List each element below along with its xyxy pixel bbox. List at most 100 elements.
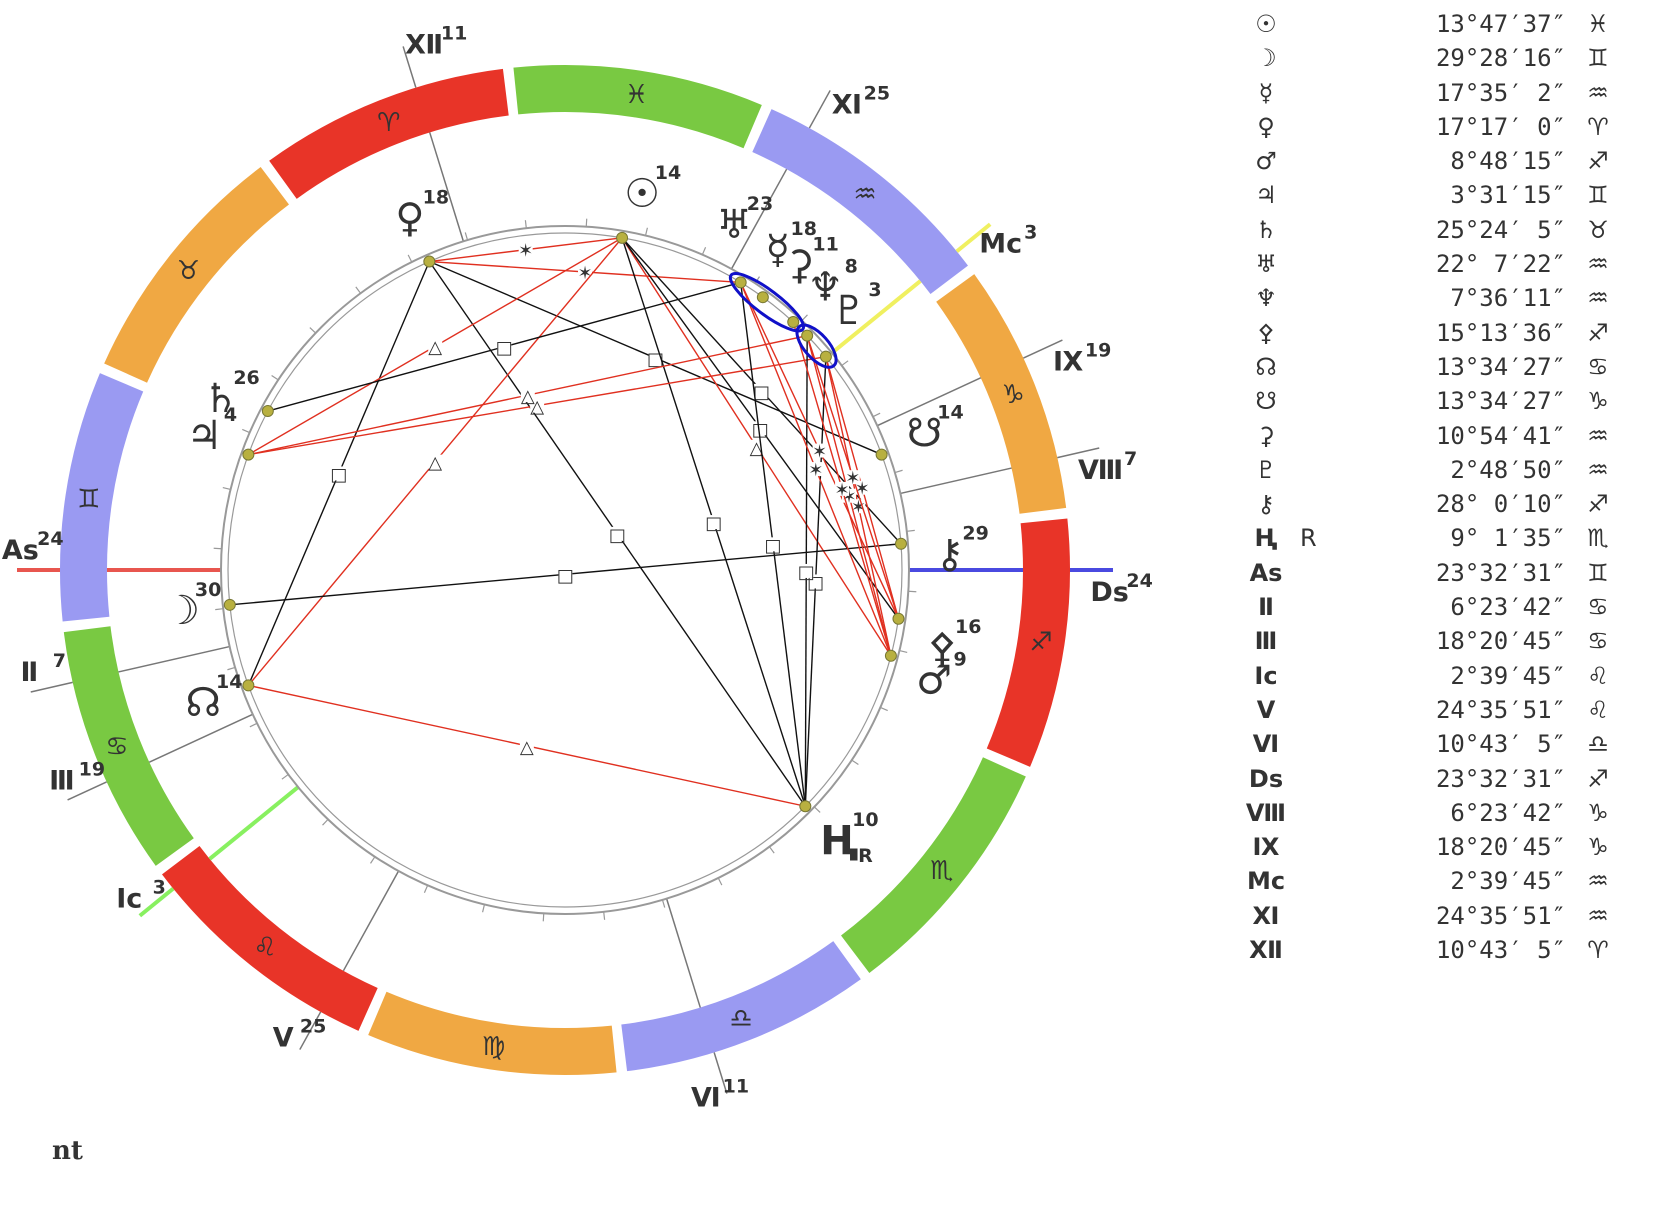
degree-tick	[322, 818, 329, 826]
position-sign: ♋	[1587, 627, 1609, 656]
degree-tick	[370, 856, 376, 864]
position-glyph: Ⅴ	[1256, 695, 1276, 724]
zodiac-sign-glyph: ♉	[177, 256, 200, 286]
degree-tick	[423, 885, 429, 893]
zodiac-sign-glyph: ♊	[77, 484, 100, 514]
house-degree: 24	[1126, 570, 1152, 592]
eris-degree: 10	[852, 809, 878, 831]
degree-tick	[249, 722, 258, 728]
degree-tick	[464, 232, 469, 241]
degree-tick	[227, 666, 236, 671]
mars-glyph: ♂	[916, 658, 952, 704]
position-sign: ♒	[1587, 250, 1609, 279]
aspect-symbol: ✶	[518, 241, 533, 262]
house-cusp-line	[876, 377, 982, 427]
zodiac-sign-glyph: ♎	[730, 1004, 753, 1034]
position-value: 23°32′31″	[1435, 558, 1566, 587]
house-cusp-line	[118, 645, 230, 673]
position-value: 17°35′ 2″	[1435, 78, 1566, 107]
degree-tick	[271, 375, 279, 381]
aspect-symbol-bg	[835, 481, 850, 496]
degree-tick	[281, 773, 289, 780]
angle-axes	[17, 222, 1113, 918]
degree-tick	[899, 649, 908, 653]
degree-tick	[841, 360, 849, 367]
position-sign: ♒	[1587, 284, 1609, 313]
chiron-dot	[894, 537, 907, 550]
zodiac-sign-glyph: ♓	[625, 80, 648, 110]
midheaven-axis-outer	[955, 222, 992, 253]
position-glyph: Ic	[1254, 661, 1278, 690]
zodiac-sign-glyph: ♍	[482, 1032, 505, 1062]
aspect-symbol: △	[521, 386, 535, 407]
aspect-symbol: △	[520, 737, 534, 758]
mercury-degree: 18	[790, 218, 816, 240]
position-value: 2°39′45″	[1450, 661, 1566, 690]
moon-degree: 30	[195, 579, 221, 601]
position-sign: ♒	[1587, 901, 1609, 930]
position-sign: ♑	[1587, 798, 1609, 827]
degree-tick	[872, 412, 881, 418]
uranus-dot	[734, 276, 747, 289]
position-retrograde: R	[1300, 524, 1317, 553]
position-value: 22° 7′22″	[1435, 250, 1566, 279]
position-glyph: ♄	[1255, 215, 1277, 244]
degree-tick	[222, 487, 231, 491]
house-label: Ⅺ	[832, 90, 862, 121]
position-glyph: ♆	[1255, 284, 1277, 313]
chiron-glyph: ⚷	[935, 531, 964, 577]
aspect-symbol-bg	[753, 421, 768, 436]
aspect-symbol-bg	[497, 339, 512, 354]
aspect-symbol-bg	[808, 574, 823, 589]
position-glyph: ☽	[1255, 44, 1277, 73]
zodiac-segment	[162, 846, 378, 1031]
uranus-degree: 23	[747, 193, 773, 215]
position-value: 9° 1′35″	[1450, 524, 1566, 553]
position-glyph: ☿	[1258, 78, 1274, 107]
moon-dot	[223, 598, 236, 611]
aspect-symbol-bg	[331, 466, 346, 481]
house-label: Ⅷ	[1078, 455, 1123, 486]
position-glyph: ☋	[1255, 387, 1277, 416]
position-glyph: ♅	[1255, 250, 1277, 279]
degree-tick	[851, 759, 859, 765]
house-cusp-line-outer	[67, 781, 107, 801]
position-value: 29°28′16″	[1435, 44, 1566, 73]
aspect-symbol-bg	[766, 537, 781, 552]
mars-degree: 9	[953, 649, 966, 671]
imum-coeli-axis-outer	[138, 887, 175, 918]
position-value: 25°24′ 5″	[1435, 215, 1566, 244]
sun-degree: 14	[655, 162, 681, 184]
position-sign: ♉	[1587, 215, 1609, 244]
venus-degree: 18	[423, 187, 449, 209]
position-glyph: ♀	[1257, 112, 1275, 141]
degree-tick	[661, 899, 666, 908]
north-node-degree: 14	[216, 671, 242, 693]
position-glyph: ♂	[1255, 147, 1277, 176]
house-degree: 25	[864, 83, 890, 105]
saturn-degree: 26	[233, 367, 259, 389]
aspect-symbol-bg	[428, 339, 443, 354]
position-glyph: Ⅻ	[1249, 936, 1283, 965]
position-value: 28° 0′10″	[1435, 490, 1566, 519]
pluto-glyph: ♇	[831, 288, 867, 334]
zodiac-sign-glyph: ♒	[853, 179, 876, 209]
pallas-degree: 16	[955, 616, 981, 638]
ceres-degree: 11	[812, 234, 838, 256]
house-cusp-line-outer	[402, 46, 417, 88]
zodiac-sign-glyph: ♋	[105, 732, 128, 762]
degree-tick	[482, 904, 486, 913]
position-sign: ♈	[1587, 936, 1609, 965]
mars-dot	[884, 649, 897, 662]
position-value: 24°35′51″	[1435, 695, 1566, 724]
degree-tick	[813, 806, 821, 813]
house-label: Ⅻ	[405, 30, 443, 61]
position-sign: ♒	[1587, 455, 1609, 484]
saturn-dot	[261, 405, 274, 418]
position-sign: ♑	[1587, 387, 1609, 416]
house-degree: 19	[1085, 339, 1111, 361]
north-node-dot	[242, 679, 255, 692]
ceres-glyph: ⚳	[785, 243, 814, 289]
position-glyph: Ds	[1248, 764, 1284, 793]
